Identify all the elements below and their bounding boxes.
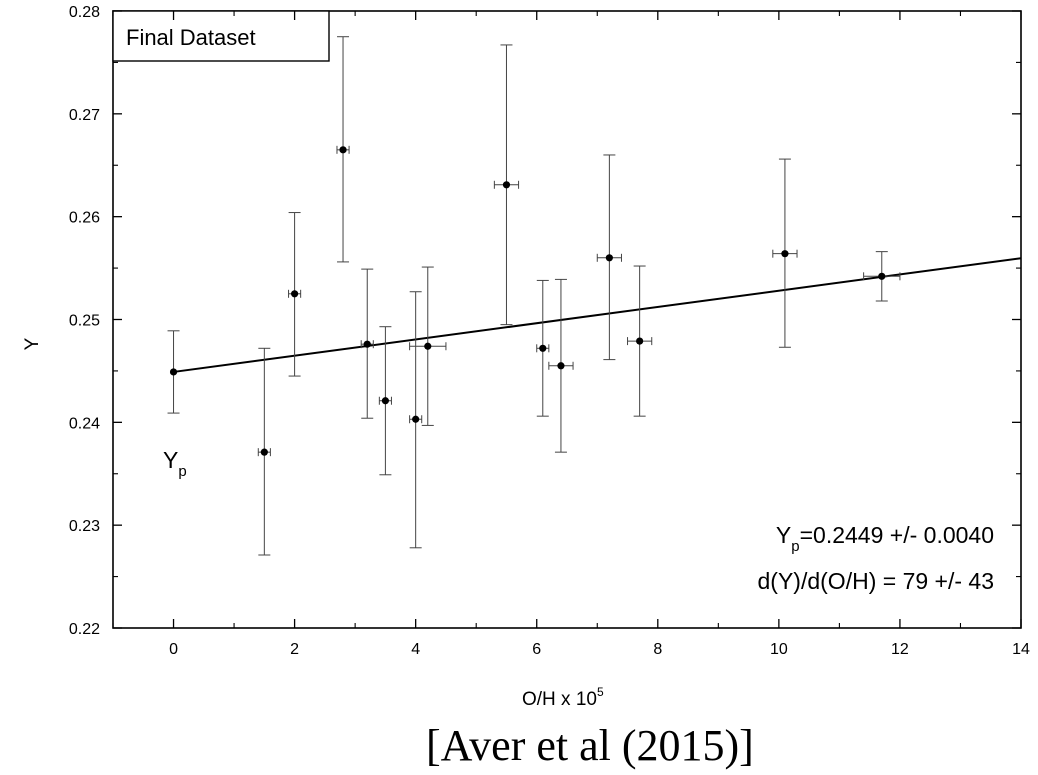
data-point [557,362,565,370]
axis-ticks [112,10,1022,629]
legend-box [112,10,330,62]
data-point [878,272,886,280]
x-tick-labels: 0 2 4 6 8 10 12 14 [169,641,1030,658]
data-point [539,344,547,352]
x-tick-label: 0 [169,641,178,658]
data-points [169,146,886,456]
error-bars [167,36,901,556]
fit-result-slope: d(Y)/d(O/H) = 79 +/- 43 [758,568,994,594]
y-tick-labels: 0.22 0.23 0.24 0.25 0.26 0.27 0.28 [69,4,100,638]
y-tick-label: 0.27 [69,107,100,124]
y-tick-label: 0.22 [69,621,100,638]
fit-line [173,257,1022,373]
y-axis-label: Y [22,337,43,350]
data-point [169,368,178,376]
x-tick-label: 6 [532,641,541,658]
data-point [636,337,644,345]
x-tick-label: 2 [290,641,299,658]
data-point [260,448,268,456]
data-point [291,290,299,298]
data-point [363,340,371,348]
x-axis-label-exponent: 5 [597,685,604,699]
x-axis-label-base: O/H x 10 [522,689,597,710]
data-point [412,415,420,423]
x-axis-label: O/H x 105 [522,685,604,710]
data-point [381,397,389,405]
x-tick-label: 14 [1012,641,1030,658]
data-point [339,146,347,154]
x-tick-label: 10 [770,641,788,658]
citation-caption: [Aver et al (2015)] [426,721,754,770]
y-tick-label: 0.24 [69,415,100,432]
y-tick-label: 0.23 [69,518,100,535]
y-tick-label: 0.26 [69,210,100,227]
fit-result-intercept: Yp=0.2449 +/- 0.0040 [776,522,994,555]
x-tick-label: 12 [891,641,909,658]
x-tick-label: 8 [653,641,662,658]
data-point [502,181,511,189]
data-point [424,342,432,350]
data-point [781,250,789,258]
x-tick-label: 4 [411,641,420,658]
legend-label: Final Dataset [126,25,256,50]
data-point [605,254,613,262]
yp-label: Yp [163,447,187,480]
y-tick-label: 0.25 [69,313,100,330]
y-tick-label: 0.28 [69,4,100,21]
